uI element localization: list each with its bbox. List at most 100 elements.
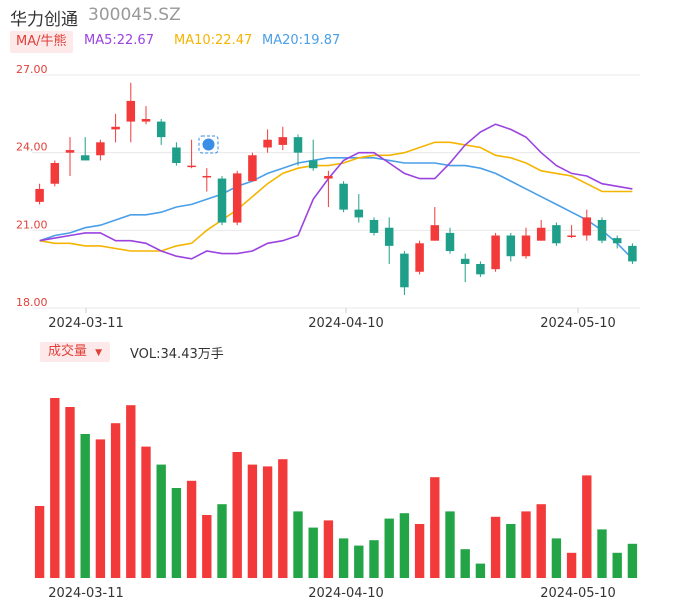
volume-indicator-button[interactable]: 成交量 ▼ [40, 342, 111, 362]
candle-body [628, 245, 637, 262]
candle [339, 181, 348, 213]
price-axis-labels: 27.00 24.00 21.00 18.00 [16, 63, 48, 309]
candle-body [293, 137, 303, 153]
candle [278, 126, 288, 151]
event-marker[interactable] [198, 135, 219, 154]
candle [582, 209, 592, 241]
ma5-legend: MA5:22.67 [84, 33, 154, 48]
volume-bar [551, 538, 562, 578]
volume-bar [156, 464, 166, 578]
event-marker-icon [202, 138, 215, 151]
volume-bar [308, 527, 318, 578]
volume-bars [34, 398, 638, 578]
candle-body [126, 100, 136, 122]
candle-body [80, 155, 90, 161]
candle [141, 106, 151, 125]
candle [65, 137, 75, 176]
candle-body [111, 126, 120, 130]
candle [552, 222, 561, 246]
volume-bar [323, 520, 334, 578]
x-tick-label: 2024-03-11 [48, 316, 124, 331]
stock-name: 华力创通 [10, 10, 78, 30]
candle-body [552, 225, 561, 244]
candle-body [35, 188, 44, 202]
candle [324, 170, 333, 208]
volume-x-tick-label: 2024-03-11 [48, 586, 124, 601]
volume-bar [369, 540, 379, 578]
candle-body [187, 165, 196, 168]
candle-body [445, 232, 455, 252]
volume-bar [278, 459, 288, 578]
candle [202, 168, 212, 192]
candle-body [491, 235, 500, 270]
volume-bar [582, 475, 592, 578]
volume-bar [384, 518, 394, 578]
candle [400, 251, 409, 296]
candle-body [172, 147, 181, 164]
volume-bar [490, 516, 501, 578]
candle [369, 217, 379, 236]
volume-bar [50, 398, 60, 578]
candle-body [354, 209, 364, 218]
candle-body [217, 178, 227, 223]
candle-body [156, 121, 166, 138]
candle-body [96, 142, 105, 156]
caret-down-icon: ▼ [95, 348, 103, 358]
candle [415, 240, 424, 275]
volume-bar [566, 552, 577, 578]
candle-body [50, 163, 60, 184]
candle [445, 227, 455, 254]
candle [491, 232, 500, 272]
candle [126, 82, 136, 143]
ma-toggle-button[interactable]: MA/牛熊 [10, 31, 73, 53]
candlesticks [35, 82, 637, 296]
volume-bar [414, 524, 425, 578]
x-tick-label: 2024-05-10 [540, 316, 616, 331]
candle-body [460, 258, 470, 264]
candle [460, 253, 470, 283]
volume-x-tick-label: 2024-05-10 [540, 586, 616, 601]
volume-value: VOL:34.43万手 [130, 347, 224, 362]
candle [293, 134, 303, 166]
y-tick-label: 21.00 [16, 218, 48, 231]
ma5-line [39, 123, 633, 260]
candle [521, 227, 531, 259]
candle [308, 139, 318, 171]
volume-bar [110, 423, 121, 578]
volume-bar [34, 506, 45, 578]
volume-bar [262, 466, 273, 578]
volume-bar [141, 446, 151, 578]
volume-bar [506, 524, 516, 578]
volume-bar [460, 549, 470, 578]
price-date-axis: 2024-03-11 2024-04-10 2024-05-10 [48, 308, 616, 331]
volume-x-tick-label: 2024-04-10 [308, 586, 384, 601]
candle [354, 194, 364, 223]
candle-body [248, 155, 257, 182]
candle-body [612, 238, 622, 244]
volume-bar [95, 439, 106, 578]
candle [597, 217, 607, 244]
stock-code: 300045.SZ [88, 5, 181, 25]
candle-body [384, 227, 394, 246]
volume-bar [354, 545, 364, 578]
candle-body [308, 160, 318, 169]
volume-bar [202, 515, 212, 578]
ma10-line [39, 141, 633, 252]
candle [232, 170, 242, 226]
candle-body [506, 235, 516, 257]
volume-bar [612, 552, 622, 578]
event-marker-frame [198, 135, 219, 154]
candle-body [278, 137, 288, 145]
candle [430, 207, 440, 241]
candle [217, 175, 227, 226]
volume-bar [65, 407, 75, 578]
candle [96, 139, 105, 161]
candle-body [521, 235, 531, 257]
volume-bar [627, 543, 638, 578]
candle-body [400, 253, 409, 288]
volume-date-axis: 2024-03-11 2024-04-10 2024-05-10 [48, 586, 616, 601]
volume-bar [293, 511, 303, 578]
candle [111, 113, 120, 143]
candle-body [536, 227, 546, 241]
